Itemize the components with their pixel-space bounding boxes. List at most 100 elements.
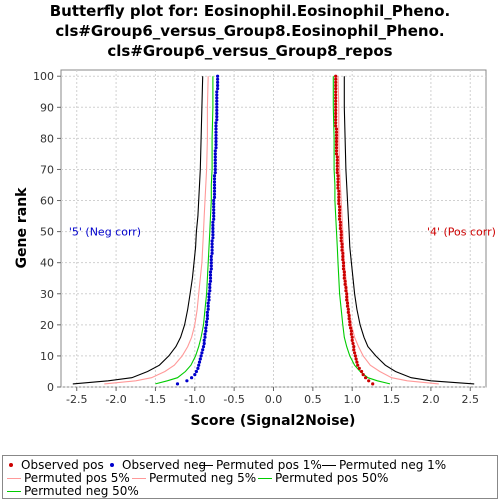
- legend-swatch: [132, 478, 146, 479]
- point-observed-neg: [208, 282, 212, 286]
- point-observed-pos: [338, 211, 342, 215]
- point-observed-neg: [201, 345, 206, 349]
- y-tick-label: 70: [40, 163, 54, 176]
- point-observed-neg: [214, 139, 218, 144]
- point-observed-neg: [215, 115, 219, 119]
- point-observed-neg: [213, 161, 217, 165]
- point-observed-neg: [211, 226, 215, 231]
- series-line-permuted-pos-5: [337, 76, 439, 385]
- point-observed-pos: [345, 298, 349, 302]
- point-observed-neg: [202, 341, 206, 346]
- point-observed-neg: [213, 171, 217, 175]
- point-observed-pos: [341, 251, 345, 255]
- y-axis-label: Gene rank: [14, 187, 30, 269]
- point-observed-neg: [215, 90, 219, 94]
- point-observed-neg: [209, 254, 213, 259]
- point-observed-pos: [335, 158, 339, 162]
- point-observed-neg: [212, 211, 216, 215]
- point-observed-pos: [345, 301, 350, 305]
- point-observed-neg: [216, 87, 220, 91]
- point-observed-neg: [207, 298, 211, 302]
- x-tick-label: -0.5: [223, 393, 244, 406]
- point-observed-neg: [201, 348, 205, 352]
- point-observed-pos: [335, 155, 339, 159]
- x-tick-label: 0.5: [304, 393, 322, 406]
- point-observed-neg: [213, 149, 217, 153]
- point-observed-pos: [349, 326, 353, 330]
- point-observed-pos: [334, 83, 338, 88]
- point-observed-neg: [210, 242, 214, 246]
- point-observed-neg: [212, 183, 217, 187]
- point-observed-neg: [214, 143, 218, 147]
- chart-title-line-1: Butterfly plot for: Eosinophil.Eosinophi…: [49, 2, 451, 20]
- point-observed-pos: [338, 220, 342, 224]
- point-observed-neg: [213, 164, 217, 168]
- point-observed-neg: [203, 332, 207, 336]
- point-observed-neg: [208, 289, 212, 293]
- point-observed-neg: [216, 80, 220, 84]
- point-observed-pos: [334, 74, 338, 78]
- point-observed-pos: [348, 323, 352, 327]
- point-observed-pos: [334, 93, 338, 97]
- point-observed-pos: [336, 186, 340, 190]
- point-observed-pos: [337, 192, 341, 196]
- point-observed-pos: [334, 111, 338, 116]
- point-observed-pos: [338, 223, 342, 227]
- point-observed-neg: [207, 295, 211, 299]
- chart-title: Butterfly plot for: Eosinophil.Eosinophi…: [0, 1, 500, 61]
- point-observed-neg: [209, 264, 213, 268]
- butterfly-plot: -2.5 -2.0 -1.5 -1.0 -0.5 0.0 0.5 1.0 1.5 2.0 2.5 0…: [14, 69, 496, 429]
- point-observed-pos: [334, 115, 338, 119]
- point-observed-pos: [334, 90, 338, 94]
- x-tick-label: -1.5: [145, 393, 166, 406]
- legend-label: Permuted pos 50%: [275, 471, 389, 485]
- point-observed-pos: [345, 304, 350, 308]
- point-observed-pos: [345, 292, 349, 296]
- point-observed-pos: [334, 77, 338, 81]
- legend-swatch: [258, 478, 272, 479]
- point-observed-pos: [338, 217, 342, 221]
- legend-label: Permuted neg 1%: [339, 458, 447, 472]
- point-observed-pos: [334, 99, 338, 103]
- point-observed-pos: [343, 282, 347, 286]
- point-observed-neg: [211, 236, 215, 240]
- point-observed-pos: [342, 270, 346, 274]
- point-observed-neg: [212, 202, 216, 206]
- point-observed-neg: [216, 77, 220, 81]
- series-group: [72, 74, 475, 386]
- y-tick-label: 80: [40, 132, 54, 145]
- point-observed-pos: [334, 121, 338, 125]
- point-observed-neg: [175, 382, 180, 386]
- point-observed-neg: [196, 366, 200, 370]
- point-observed-neg: [212, 214, 216, 218]
- point-observed-pos: [342, 273, 346, 277]
- point-observed-neg: [216, 74, 220, 78]
- point-observed-pos: [343, 279, 347, 283]
- point-observed-neg: [210, 251, 214, 255]
- y-tick-label: 60: [40, 195, 54, 208]
- point-observed-neg: [213, 152, 217, 156]
- point-observed-pos: [334, 96, 338, 100]
- point-observed-pos: [354, 357, 358, 361]
- point-observed-neg: [208, 270, 213, 274]
- y-tick-label: 90: [40, 101, 54, 114]
- y-tick-label: 30: [40, 288, 54, 301]
- point-observed-pos: [349, 332, 353, 336]
- point-observed-neg: [208, 285, 212, 290]
- point-observed-neg: [209, 267, 213, 271]
- y-axis-ticks: 0 10 20 30 40 50 60 70 80 90 100: [33, 70, 61, 394]
- point-observed-neg: [215, 108, 219, 112]
- point-observed-neg: [212, 192, 217, 196]
- y-tick-label: 100: [33, 70, 54, 83]
- point-observed-neg: [208, 279, 213, 283]
- point-observed-pos: [334, 139, 339, 144]
- y-tick-label: 50: [40, 226, 54, 239]
- point-observed-pos: [355, 360, 359, 364]
- point-observed-pos: [350, 335, 354, 339]
- point-observed-neg: [205, 317, 209, 321]
- y-tick-label: 0: [47, 381, 54, 394]
- point-observed-pos: [335, 171, 339, 175]
- point-observed-pos: [336, 177, 340, 181]
- point-observed-pos: [334, 108, 338, 112]
- point-observed-pos: [339, 236, 343, 240]
